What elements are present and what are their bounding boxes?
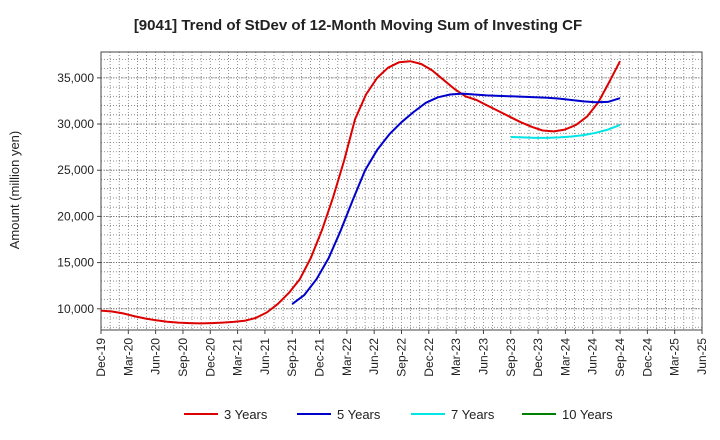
- x-tick-label: Sep-20: [176, 338, 190, 377]
- x-tick-label: Sep-21: [285, 338, 299, 377]
- chart-title: [9041] Trend of StDev of 12-Month Moving…: [134, 17, 582, 34]
- y-tick-label: 35,000: [57, 71, 94, 85]
- series-line-7-years: [510, 124, 621, 139]
- y-tick-label: 15,000: [57, 256, 94, 270]
- x-tick-label: Dec-24: [640, 338, 654, 377]
- x-tick-label: Dec-20: [203, 338, 217, 377]
- y-tick-label: 25,000: [57, 163, 94, 177]
- x-tick-label: Mar-23: [449, 338, 463, 376]
- x-tick-label: Dec-22: [422, 338, 436, 377]
- x-tick-label: Sep-22: [395, 338, 409, 377]
- legend-label: 10 Years: [562, 407, 613, 422]
- x-tick-label: Jun-21: [258, 338, 272, 375]
- y-tick-label: 10,000: [57, 302, 94, 316]
- x-tick-label: Dec-21: [313, 338, 327, 377]
- x-tick-label: Mar-21: [231, 338, 245, 376]
- legend: 3 Years 5 Years 7 Years 10 Years: [184, 407, 613, 422]
- x-tick-label: Mar-24: [558, 338, 572, 376]
- x-tick-label: Dec-19: [94, 338, 108, 377]
- x-tick-label: Sep-24: [613, 338, 627, 377]
- series-line-3-years: [100, 60, 621, 325]
- legend-label: 7 Years: [451, 407, 495, 422]
- x-tick-label: Jun-20: [149, 338, 163, 375]
- x-tick-label: Dec-23: [531, 338, 545, 377]
- x-tick-label: Mar-22: [340, 338, 354, 376]
- x-tick-label: Sep-23: [504, 338, 518, 377]
- x-tick-label: Jun-22: [367, 338, 381, 375]
- x-tick-label: Jun-25: [695, 338, 709, 375]
- x-tick-label: Jun-23: [476, 338, 490, 375]
- series-line-5-years: [291, 92, 621, 305]
- legend-label: 3 Years: [224, 407, 268, 422]
- plot-area: 10,000 15,000 20,000 25,000 30,000 35,000 Dec-…: [57, 51, 709, 377]
- y-tick-label: 20,000: [57, 209, 94, 223]
- y-tick-label: 30,000: [57, 117, 94, 131]
- legend-label: 5 Years: [337, 407, 381, 422]
- x-tick-label: Jun-24: [586, 338, 600, 375]
- x-tick-label: Mar-25: [668, 338, 682, 376]
- x-tick-label: Mar-20: [121, 338, 135, 376]
- y-axis-label: Amount (million yen): [7, 131, 22, 250]
